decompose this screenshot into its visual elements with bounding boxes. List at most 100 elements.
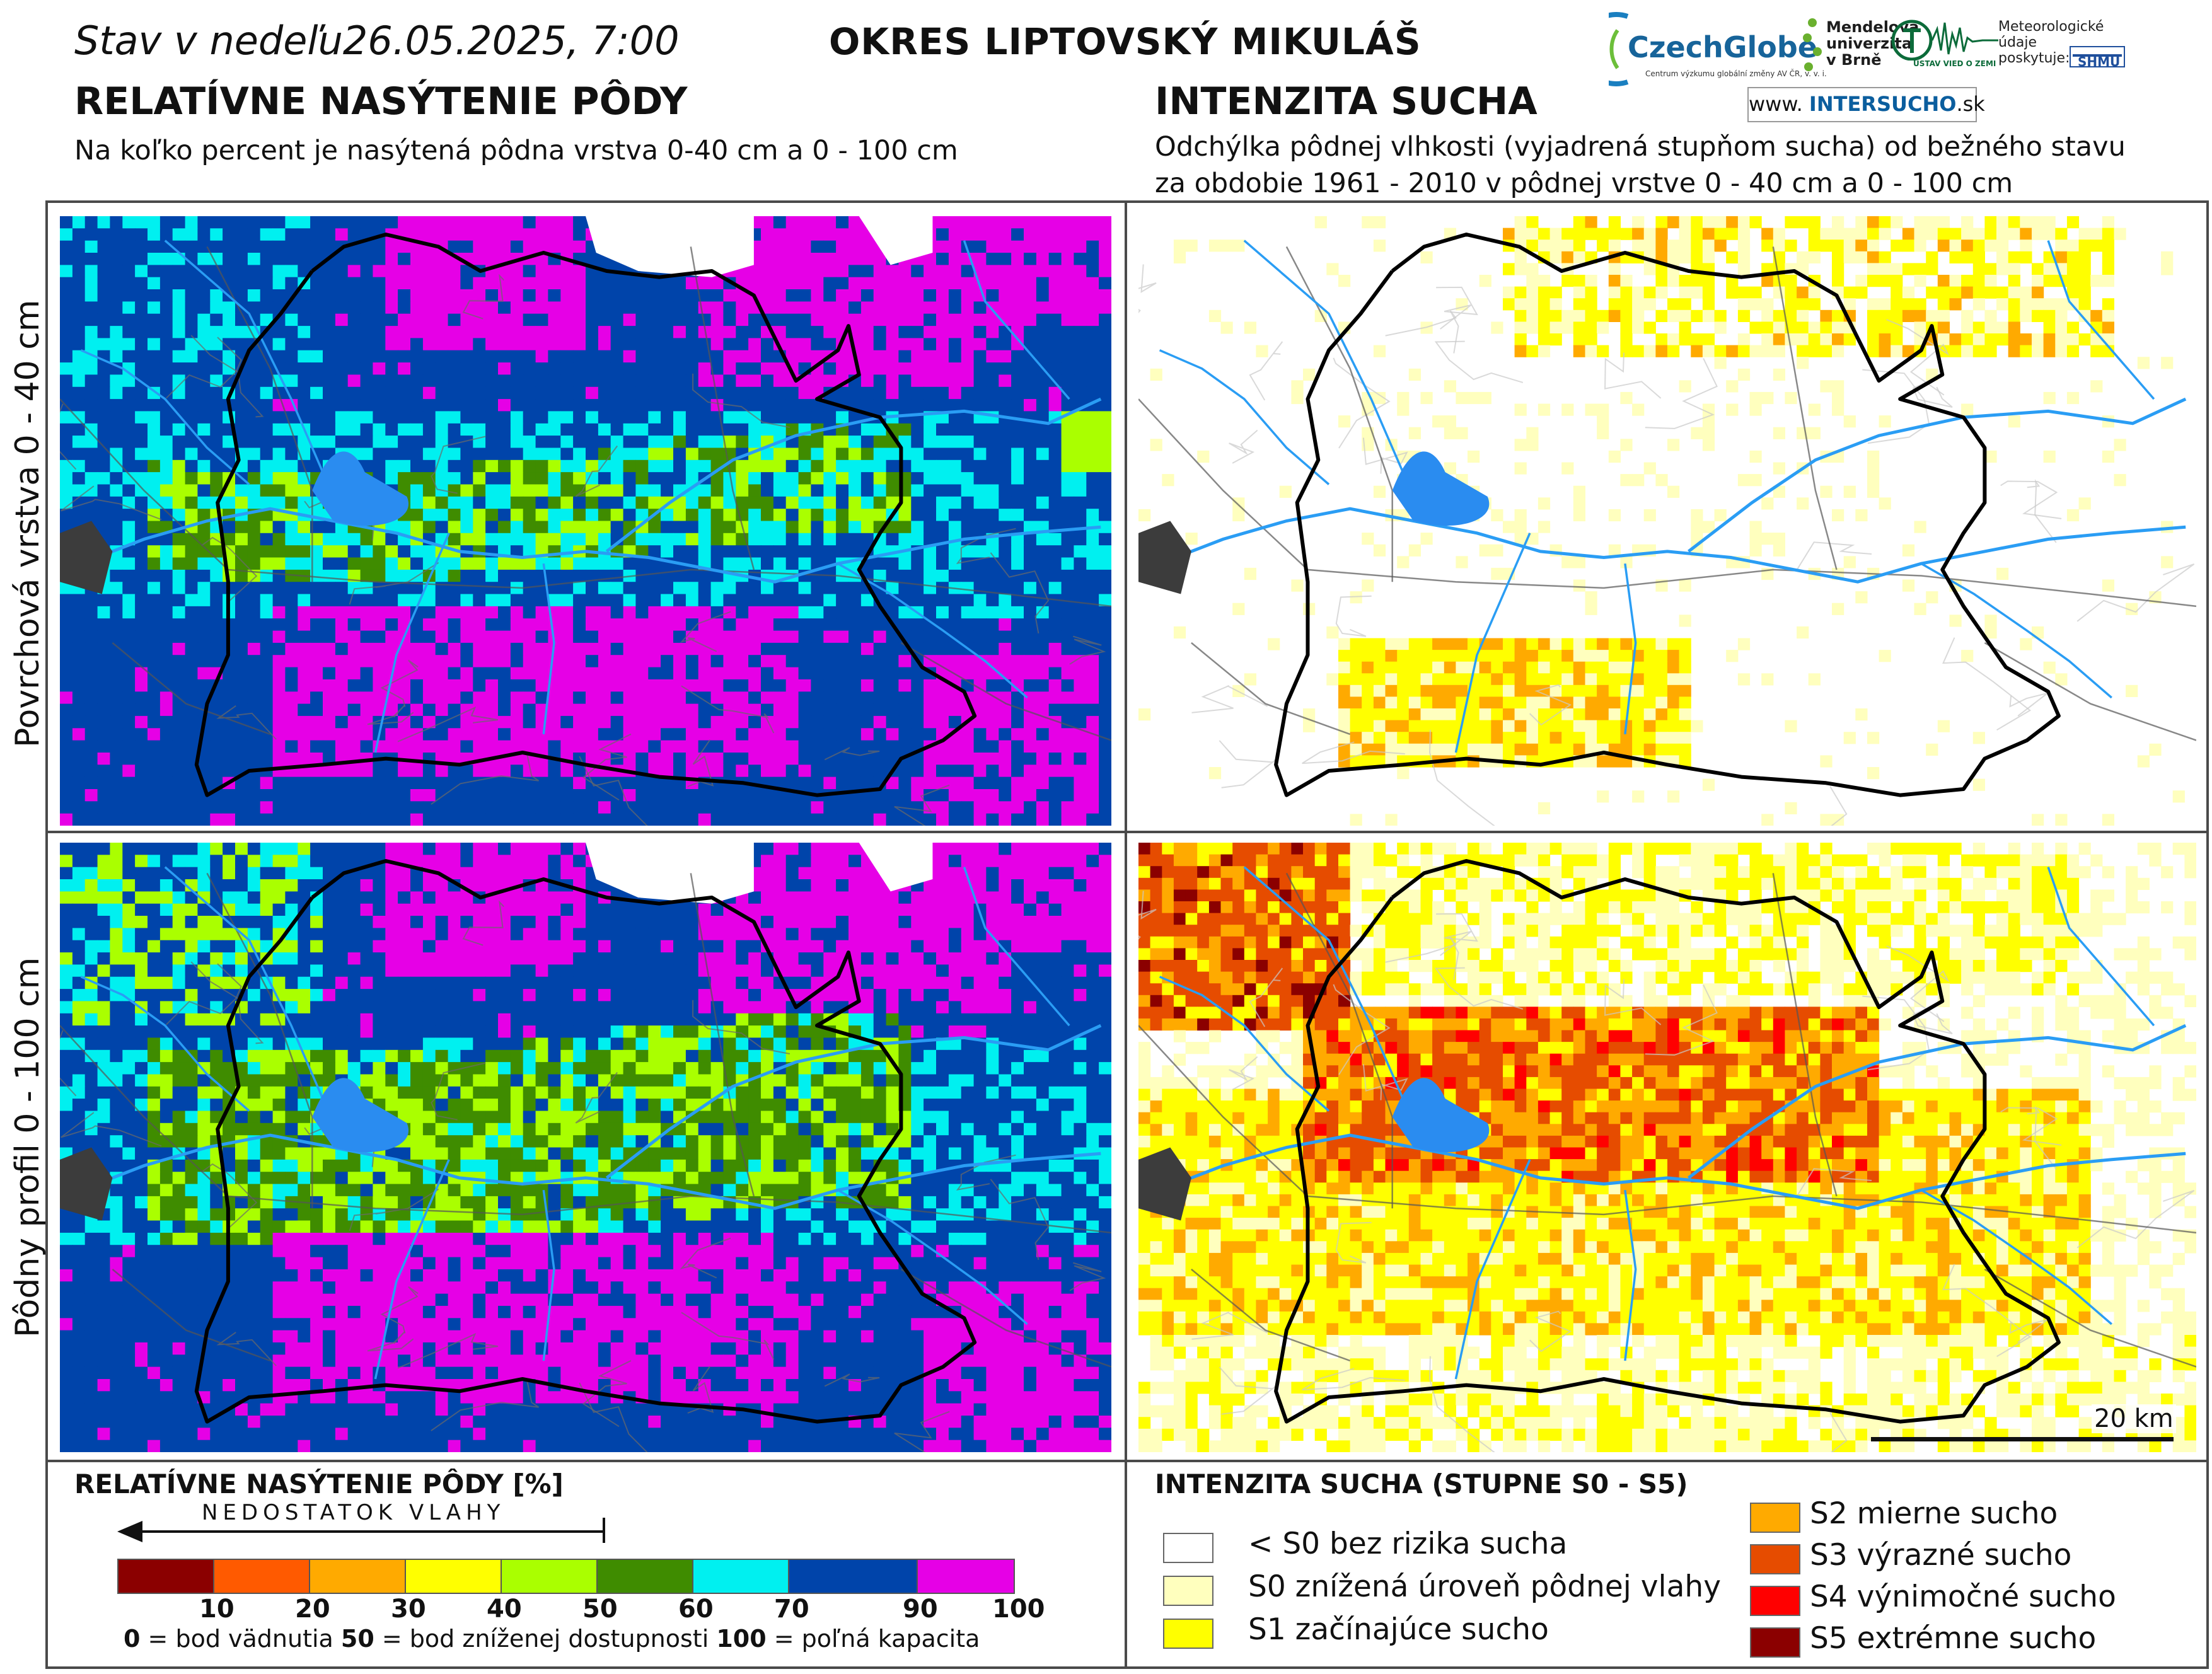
river-line <box>837 1189 1028 1325</box>
row-label-profile: Pôdny profil 0 - 100 cm <box>9 957 47 1337</box>
arrow-left-icon <box>117 1521 142 1542</box>
intersucho-web-link[interactable]: www. INTERSUCHO.sk <box>1747 87 1985 122</box>
czechglobe-subtitle: Centrum výzkumu globální změny AV ČR, v.… <box>1645 69 1827 78</box>
deficit-arrow: NEDOSTATOK VLAHY <box>117 1500 605 1543</box>
town-area <box>60 1147 113 1221</box>
note-text-100: = poľná kapacita <box>766 1625 980 1653</box>
scale-segment-40 <box>405 1559 502 1594</box>
river-line <box>1159 1133 2186 1210</box>
web-suffix: .sk <box>1956 92 1985 116</box>
row-divider <box>45 831 2209 833</box>
scale-segment-90 <box>788 1559 918 1594</box>
scale-bar <box>1871 1437 2174 1441</box>
drought-legend-title: INTENZITA SUCHA (STUPNE S0 - S5) <box>1155 1469 1688 1499</box>
meteo-line-2: údaje <box>1998 35 2037 50</box>
river-line <box>605 1024 1102 1179</box>
czechglobe-logo: CzechGlobe Centrum výzkumu globální změn… <box>1609 11 1827 87</box>
drought-label-2: S1 začínajúce sucho <box>1248 1612 1549 1647</box>
reservoir-shape <box>1392 451 1490 526</box>
drought-label-1: S0 znížená úroveň pôdnej vlahy <box>1248 1569 1722 1604</box>
drought-swatch-2 <box>1163 1619 1213 1649</box>
drought-swatch-3 <box>1750 1503 1800 1533</box>
uvgz-name: ÚSTAV VIED O ZEMI <box>1913 59 1996 68</box>
scale-segment-10 <box>117 1559 214 1594</box>
river-line <box>1454 533 1531 753</box>
reservoir-shape <box>312 1078 409 1153</box>
scale-bar-label: 20 km <box>2092 1404 2176 1433</box>
river-line <box>80 507 1101 584</box>
drought-label-4: S3 výrazné sucho <box>1810 1538 2072 1573</box>
figure-frame <box>45 200 2209 1669</box>
shmu-name: SHMÚ <box>2078 54 2121 69</box>
drought-label-0: < S0 bez rizika sucha <box>1248 1527 1568 1561</box>
drought-swatch-0 <box>1163 1533 1213 1563</box>
river-line <box>80 976 250 1112</box>
mendelu-line-1: Mendelova <box>1826 18 1920 36</box>
date-line: Stav v nedeľu26.05.2025, 7:00 <box>74 18 680 64</box>
river-line <box>1688 1024 2187 1179</box>
river-line <box>605 397 1102 553</box>
drought-label-6: S5 extrémne sucho <box>1810 1621 2097 1656</box>
town-area <box>1138 1147 1191 1221</box>
drought-label-5: S4 výnimočné sucho <box>1810 1579 2116 1614</box>
deficit-label: NEDOSTATOK VLAHY <box>202 1500 506 1525</box>
river-line <box>837 562 1028 699</box>
district-title: OKRES LIPTOVSKÝ MIKULÁŠ <box>829 20 1422 63</box>
river-line <box>1624 1189 1637 1361</box>
scale-segment-100 <box>917 1559 1015 1594</box>
district-boundary <box>1274 859 2061 1424</box>
scale-segment-70 <box>692 1559 789 1594</box>
saturation-legend-note: 0 = bod vädnutia 50 = bod zníženej dostu… <box>124 1625 980 1653</box>
saturation-map-topsoil <box>60 216 1111 826</box>
saturation-title: RELATÍVNE NASÝTENIE PÔDY <box>74 79 688 124</box>
river-line <box>80 349 250 485</box>
drought-title: INTENZITA SUCHA <box>1155 79 1537 124</box>
river-line <box>542 563 555 735</box>
river-line <box>2047 240 2155 400</box>
drought-swatch-4 <box>1750 1544 1800 1574</box>
scale-segment-60 <box>596 1559 693 1594</box>
scale-tick-20: 20 <box>295 1595 330 1624</box>
river-line <box>1454 1159 1531 1380</box>
river-line <box>1688 397 2187 553</box>
web-main: INTERSUCHO <box>1809 92 1957 116</box>
scale-segment-20 <box>213 1559 310 1594</box>
scale-tick-10: 10 <box>199 1595 235 1624</box>
scale-tick-90: 90 <box>903 1595 938 1624</box>
river-line <box>374 533 450 753</box>
scale-tick-100: 100 <box>992 1595 1045 1624</box>
river-line <box>1159 976 1330 1112</box>
mendelu-line-3: v Brně <box>1826 51 1882 69</box>
meteo-provider-text: Meteorologické údaje poskytuje: <box>1998 19 2131 88</box>
river-line <box>963 867 1070 1027</box>
drought-swatch-5 <box>1750 1586 1800 1616</box>
drought-map-topsoil <box>1138 216 2196 826</box>
town-area <box>60 521 113 594</box>
scale-tick-60: 60 <box>678 1595 714 1624</box>
town-area <box>1138 521 1191 594</box>
mendelu-logo: Mendelova univerzita v Brně <box>1800 16 1919 86</box>
drought-swatch-6 <box>1750 1627 1800 1658</box>
scale-segment-30 <box>309 1559 406 1594</box>
saturation-color-scale <box>117 1559 1025 1595</box>
reservoir-shape <box>1392 1078 1490 1153</box>
river-line <box>374 1159 450 1380</box>
web-prefix: www. <box>1749 92 1803 116</box>
drought-subtitle-2: za obdobie 1961 - 2010 v pôdnej vrstve 0… <box>1155 168 2013 199</box>
district-boundary <box>194 233 977 797</box>
river-line <box>1159 349 1330 485</box>
drought-map-profile <box>1138 843 2196 1452</box>
drought-subtitle-1: Odchýlka pôdnej vlhkosti (vyjadrená stup… <box>1155 131 2126 163</box>
scale-segment-50 <box>501 1559 598 1594</box>
river-line <box>963 240 1070 400</box>
legend-divider <box>45 1460 2209 1462</box>
saturation-subtitle: Na koľko percent je nasýtená pôdna vrstv… <box>74 135 958 166</box>
note-value-100: 100 <box>716 1625 767 1653</box>
scale-tick-70: 70 <box>774 1595 809 1624</box>
river-line <box>2047 867 2155 1027</box>
column-divider <box>1125 200 1127 1669</box>
district-boundary <box>194 859 977 1424</box>
mendelu-line-2: univerzita <box>1826 35 1913 52</box>
river-line <box>1159 507 2186 584</box>
river-line <box>1624 563 1637 735</box>
